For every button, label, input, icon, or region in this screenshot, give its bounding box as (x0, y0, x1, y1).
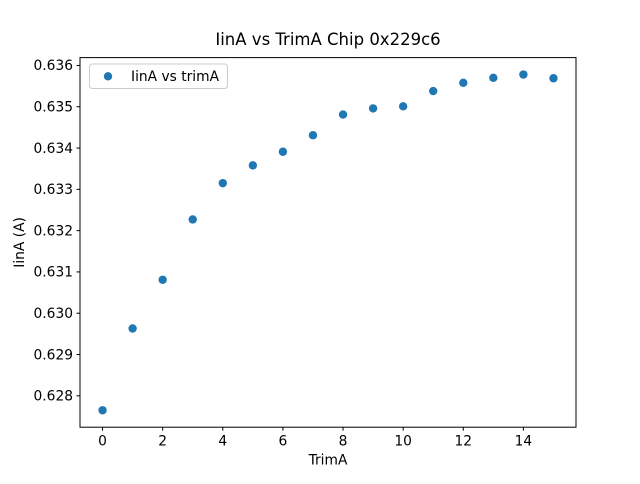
data-point (429, 86, 438, 96)
data-point (368, 104, 378, 113)
x-tick-label: 12 (454, 434, 472, 450)
x-tick-label: 6 (279, 434, 288, 450)
data-point (308, 131, 318, 140)
data-point (338, 110, 348, 119)
data-point (98, 406, 107, 415)
y-axis-label: IinA (A) (12, 217, 28, 268)
legend: IinA vs trimA (89, 63, 228, 89)
legend-frame (89, 63, 228, 89)
data-point (398, 102, 408, 111)
y-tick-label: 0.629 (34, 347, 74, 363)
y-axis-ticks: 0.628 0.629 0.630 0.631 0.632 0.633 0.634 0.635… (34, 58, 80, 405)
x-tick-label: 0 (98, 434, 107, 450)
legend-label: IinA vs trimA (131, 69, 220, 85)
data-point (519, 70, 528, 79)
y-tick-label: 0.631 (34, 265, 74, 281)
data-point (128, 324, 137, 333)
data-point (248, 161, 258, 170)
data-point (459, 78, 468, 87)
x-tick-label: 4 (218, 434, 227, 450)
chart-title: IinA vs TrimA Chip 0x229c6 (215, 30, 440, 49)
data-point (218, 178, 227, 188)
y-tick-label: 0.635 (34, 100, 74, 116)
y-tick-label: 0.633 (34, 182, 74, 198)
data-point (158, 275, 167, 284)
x-tick-label: 14 (515, 434, 533, 450)
data-point (489, 73, 498, 83)
data-point (188, 215, 197, 224)
legend-marker-icon (103, 72, 113, 81)
x-tick-label: 2 (158, 434, 167, 450)
x-axis-ticks: 0 2 4 6 8 10 12 14 (98, 427, 532, 450)
x-tick-label: 8 (339, 434, 348, 450)
y-tick-label: 0.628 (34, 389, 74, 405)
y-tick-label: 0.630 (34, 306, 74, 322)
data-points (98, 70, 558, 415)
y-tick-label: 0.636 (34, 58, 74, 74)
y-tick-label: 0.632 (34, 223, 74, 239)
x-axis-label: TrimA (308, 453, 348, 469)
axes-frame (79, 57, 577, 428)
data-point (278, 147, 288, 156)
y-tick-label: 0.634 (34, 141, 74, 157)
x-tick-label: 10 (394, 434, 412, 450)
data-point (549, 74, 558, 83)
